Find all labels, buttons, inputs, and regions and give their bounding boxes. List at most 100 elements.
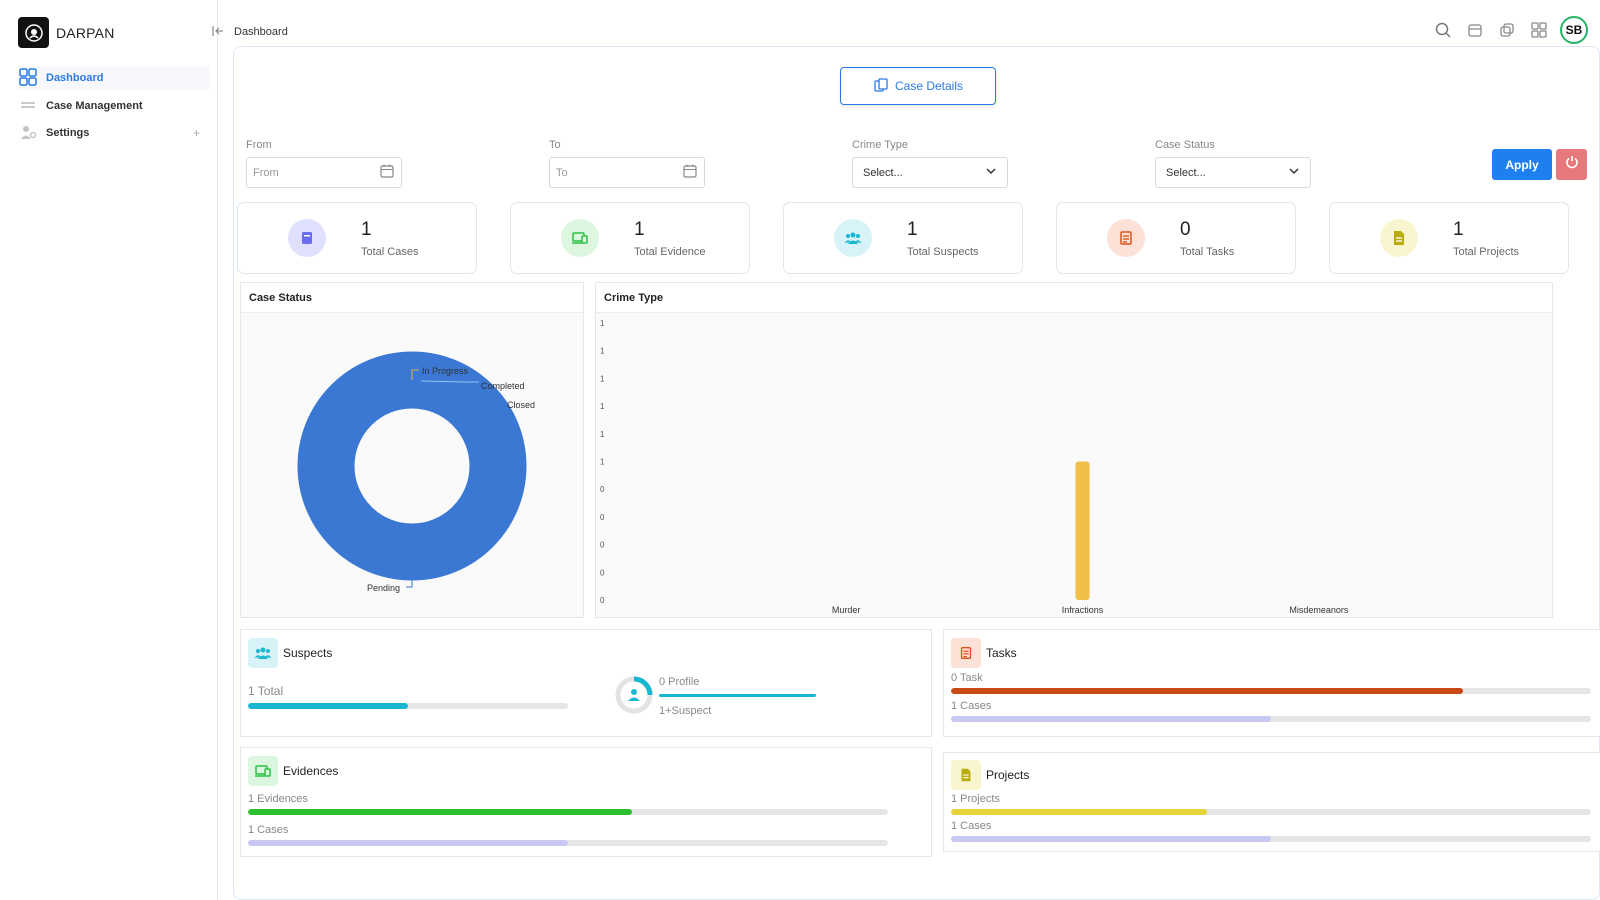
sidebar-item-case-management[interactable]: Case Management — [18, 94, 210, 118]
stat-label: Total Cases — [361, 246, 419, 258]
leader-line-closed — [430, 382, 506, 402]
suspects-progress-fill — [248, 703, 408, 709]
stat-card-total-tasks[interactable]: 0 Total Tasks — [1056, 202, 1296, 274]
card-title: Tasks — [986, 646, 1017, 660]
projects-count-label: 1 Projects — [951, 793, 1000, 805]
from-filter: From From — [246, 139, 402, 188]
suspects-progress-track — [248, 703, 568, 709]
card-title: Projects — [986, 768, 1030, 782]
case-status-panel: Case Status In Progress Completed Closed… — [240, 282, 584, 618]
tasks-cases-label: 1 Cases — [951, 700, 992, 712]
y-tick-label: 1 — [600, 347, 605, 356]
calendar-icon[interactable] — [682, 163, 698, 182]
brand[interactable]: DARPAN — [18, 17, 115, 48]
collapse-sidebar-icon[interactable] — [211, 24, 225, 41]
stat-card-total-cases[interactable]: 1 Total Cases — [237, 202, 477, 274]
y-tick-label: 1 — [600, 402, 605, 411]
projects-file-icon — [1380, 219, 1418, 257]
stat-value: 1 — [907, 219, 918, 240]
tasks-list-icon — [1107, 219, 1145, 257]
donut-slice-pending — [297, 351, 527, 581]
evidences-progress-fill — [248, 809, 632, 815]
suspects-total-label: 1 Total — [248, 684, 284, 698]
stat-label: Total Evidence — [634, 246, 706, 258]
y-tick-label: 1 — [600, 374, 605, 383]
crime-type-bar-infractions[interactable] — [1075, 461, 1090, 601]
stat-label: Total Suspects — [907, 246, 979, 258]
leader-line-in-progress — [411, 369, 419, 380]
case-status-select[interactable]: Select... — [1155, 157, 1311, 188]
dashboard-main: Case Details From From To To Crime Type … — [233, 46, 1600, 900]
breadcrumb: Dashboard — [234, 26, 288, 38]
stat-value: 1 — [1453, 219, 1464, 240]
stat-label: Total Tasks — [1180, 246, 1235, 258]
tasks-progress-track — [951, 688, 1591, 694]
sidebar-item-label: Settings — [46, 127, 90, 139]
evidence-devices-icon — [561, 219, 599, 257]
profile-line — [659, 694, 816, 697]
apply-button[interactable]: Apply — [1492, 149, 1552, 180]
avatar[interactable]: SB — [1560, 16, 1588, 44]
evidences-cases-fill — [248, 840, 568, 846]
apps-grid-icon[interactable] — [1528, 19, 1550, 41]
darpan-logo-icon — [18, 17, 49, 48]
y-tick-label: 1 — [600, 458, 605, 467]
donut-label-closed: Closed — [507, 400, 535, 410]
sidebar: DARPAN Dashboard Case Management Setting… — [0, 0, 218, 900]
profile-label: 0 Profile — [659, 676, 700, 688]
donut-label-completed: Completed — [481, 381, 525, 391]
expand-plus-icon[interactable]: + — [192, 126, 200, 140]
sidebar-item-label: Dashboard — [46, 72, 104, 84]
calendar-icon[interactable] — [1464, 19, 1486, 41]
leader-line-pending — [406, 552, 413, 588]
stat-card-total-suspects[interactable]: 1 Total Suspects — [783, 202, 1023, 274]
crime-type-label: Crime Type — [852, 139, 909, 151]
crime-type-filter: Crime Type Select... — [852, 139, 1008, 188]
donut-label-in-progress: In Progress — [422, 366, 469, 376]
suspects-card: Suspects 1 Total 0 Profile 1+Suspect — [240, 629, 932, 737]
y-tick-label: 0 — [600, 596, 605, 605]
card-title: Suspects — [283, 646, 333, 660]
projects-progress-fill — [951, 809, 1207, 815]
stat-label: Total Projects — [1453, 246, 1520, 258]
projects-cases-fill — [951, 836, 1271, 842]
search-icon[interactable] — [1432, 19, 1454, 41]
case-details-label: Case Details — [894, 79, 964, 93]
from-date-input[interactable]: From — [246, 157, 402, 188]
crime-type-select[interactable]: Select... — [852, 157, 1008, 188]
tasks-progress-fill — [951, 688, 1463, 694]
chevron-down-icon — [985, 165, 997, 180]
sidebar-item-dashboard[interactable]: Dashboard — [18, 66, 210, 90]
tasks-card: Tasks 0 Task 1 Cases — [943, 629, 1600, 737]
x-tick-label: Infractions — [1062, 605, 1104, 615]
menu-lines-icon — [18, 95, 38, 118]
calendar-icon[interactable] — [379, 163, 395, 182]
crime-type-bar-chart: 1 1 1 1 1 1 0 0 0 0 0 Murder Infractions Misdemeanors — [600, 319, 1349, 615]
tasks-cases-fill — [951, 716, 1271, 722]
stat-value: 0 — [1180, 219, 1191, 240]
sidebar-item-settings[interactable]: Settings + — [18, 121, 210, 145]
projects-file-icon — [951, 760, 981, 790]
y-tick-label: 0 — [600, 485, 605, 494]
settings-users-icon — [18, 122, 38, 145]
case-status-label: Case Status — [1155, 139, 1215, 151]
x-tick-label: Misdemeanors — [1289, 605, 1349, 615]
case-details-button[interactable]: Case Details — [840, 67, 996, 105]
sidebar-item-label: Case Management — [46, 100, 143, 112]
y-tick-label: 0 — [600, 541, 605, 550]
chevron-down-icon — [1288, 165, 1300, 180]
evidences-cases-label: 1 Cases — [248, 824, 289, 836]
projects-cases-track — [951, 836, 1591, 842]
to-date-input[interactable]: To — [549, 157, 705, 188]
case-status-donut-chart: In Progress Completed Closed Pending — [297, 351, 535, 593]
stat-card-total-projects[interactable]: 1 Total Projects — [1329, 202, 1569, 274]
reset-button[interactable] — [1556, 149, 1587, 180]
crime-type-value: Select... — [863, 166, 903, 179]
task-count-label: 0 Task — [951, 672, 983, 684]
crime-type-panel: Crime Type 1 1 1 1 1 1 0 0 0 0 0 Murder Infractions M… — [595, 282, 1553, 618]
case-status-filter: Case Status Select... — [1155, 139, 1311, 188]
app-name: DARPAN — [56, 24, 115, 41]
stat-card-total-evidence[interactable]: 1 Total Evidence — [510, 202, 750, 274]
copy-icon[interactable] — [1496, 19, 1518, 41]
profile-ring-icon — [615, 676, 653, 719]
